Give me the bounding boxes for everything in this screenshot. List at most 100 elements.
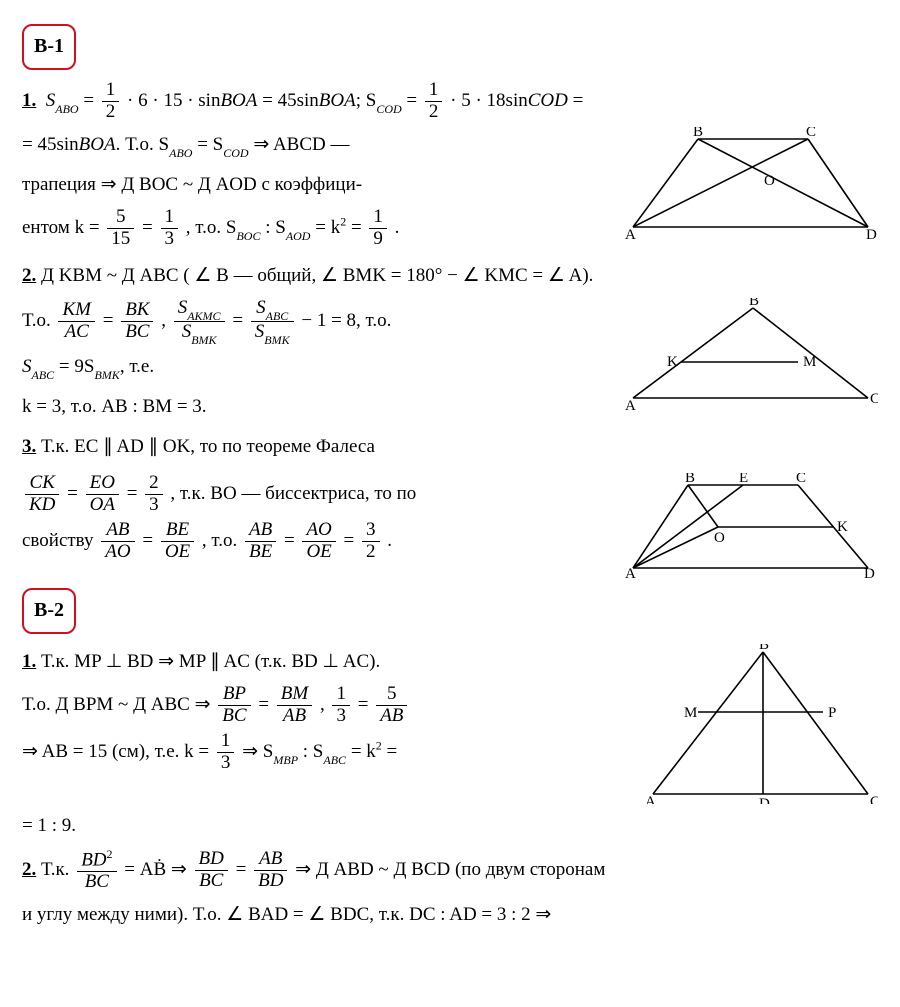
t: ABC	[32, 368, 55, 382]
svg-text:E: E	[739, 473, 748, 486]
frac: 13	[332, 684, 350, 727]
t: BM	[277, 684, 312, 706]
svg-text:C: C	[806, 127, 816, 140]
t: S	[178, 297, 188, 318]
t: =	[358, 694, 373, 715]
t: ⇒ Д ABD ~ Д BCD (по двум сторонам	[295, 859, 605, 880]
t: AC	[58, 322, 95, 343]
frac: BD2BC	[77, 848, 116, 893]
frac: ABBD	[254, 849, 287, 892]
t: = 45sin	[22, 134, 79, 155]
item-2: 2.	[22, 265, 36, 286]
v1-block1-text: = 45sinBOA. Т.о. SABO = SCOD ⇒ ABCD — тр…	[22, 127, 603, 254]
t: = AḂ ⇒	[124, 859, 191, 880]
frac: KMAC	[58, 300, 95, 343]
t: ABC	[323, 753, 346, 767]
t: BK	[121, 300, 153, 322]
frac: ABBE	[245, 520, 276, 563]
t: =	[258, 694, 273, 715]
t: BD2	[77, 848, 116, 872]
svg-text:C: C	[870, 794, 878, 804]
t: и углу между ними). Т.о. ∠ BAD = ∠ BDC, …	[22, 897, 878, 933]
item-3: 3.	[22, 436, 36, 457]
t: EO	[86, 473, 119, 495]
t: = S	[192, 134, 223, 155]
t: S	[22, 356, 32, 377]
svg-text:A: A	[625, 227, 636, 242]
t: BOC	[236, 229, 260, 243]
t: = k	[346, 741, 376, 762]
t: свойству ABAO = BEOE , т.о. ABBE = AOOE …	[22, 520, 603, 563]
t: 9	[369, 229, 387, 250]
t: AB	[254, 849, 287, 871]
frac: CKKD	[25, 473, 59, 516]
t: .	[387, 530, 392, 551]
t: AO	[101, 542, 134, 563]
svg-text:C: C	[796, 473, 806, 486]
t: OE	[302, 542, 335, 563]
v1-line5: 2. Д KBM ~ Д ABC ( ∠ B — общий, ∠ BMK = …	[22, 258, 878, 294]
t: SABC	[251, 298, 294, 322]
t: 1. Т.к. MP ⊥ BD ⇒ MP ∥ AC (т.к. BD ⊥ AC)…	[22, 644, 623, 680]
t: Т.к. MP ⊥ BD ⇒ MP ∥ AC (т.к. BD ⊥ AC).	[36, 651, 380, 672]
t: S	[46, 90, 56, 111]
t: 3	[161, 229, 179, 250]
t: ⇒ AB = 15 (см), т.е. k = 13 ⇒ SMBP : SAB…	[22, 731, 623, 774]
t: ,	[320, 694, 330, 715]
t: 3	[217, 753, 235, 774]
t: 2	[102, 102, 120, 123]
t: KD	[25, 495, 59, 516]
t: ентом k = 515 = 13 , т.о. SBOC : SAOD = …	[22, 207, 603, 250]
t: =	[382, 741, 397, 762]
t: 1	[425, 80, 443, 102]
t: трапеция ⇒ Д BOC ~ Д AOD с коэффици-	[22, 167, 603, 203]
v1-block3: CKKD = EOOA = 23 , т.к. BO — биссектриса…	[22, 473, 878, 578]
t: ентом k =	[22, 217, 104, 238]
t: Т.о.	[22, 310, 55, 331]
svg-text:M: M	[684, 705, 697, 721]
t: BOA	[220, 90, 257, 111]
t: AB	[101, 520, 134, 542]
t: 2	[107, 847, 113, 861]
svg-text:B: B	[759, 644, 769, 653]
t: Т.к.	[36, 859, 74, 880]
v2-block1: 1. Т.к. MP ⊥ BD ⇒ MP ∥ AC (т.к. BD ⊥ AC)…	[22, 644, 878, 804]
t: AB	[376, 706, 407, 727]
t: Д KBM ~ Д ABC ( ∠ B — общий, ∠ BMK = 180…	[36, 265, 593, 286]
t: = k	[310, 217, 340, 238]
svg-text:K: K	[667, 354, 678, 370]
t: 3	[145, 495, 163, 516]
v1-fig3: ABECDOK	[623, 473, 878, 578]
v1-fig1: ABCDO	[623, 127, 878, 242]
t: BMK	[94, 368, 119, 382]
svg-text:C: C	[870, 391, 878, 407]
t: − 1 = 8, т.о.	[301, 310, 391, 331]
t: BP	[218, 684, 250, 706]
v1-fig2: ABCKM	[623, 298, 878, 413]
frac: 12	[102, 80, 120, 123]
item-1: 1.	[22, 90, 36, 111]
frac: 12	[425, 80, 443, 123]
t: =	[127, 483, 142, 504]
t: BE	[161, 520, 194, 542]
frac: EOOA	[86, 473, 119, 516]
t: =	[79, 90, 99, 111]
t: 5	[376, 684, 407, 706]
v1-block2: Т.о. KMAC = BKBC , SAKMCSBMK = SABCSBMK …	[22, 298, 878, 469]
t: BC	[77, 872, 116, 893]
svg-text:P: P	[828, 705, 836, 721]
svg-text:A: A	[645, 794, 656, 804]
t: =	[67, 483, 82, 504]
svg-text:O: O	[764, 173, 775, 189]
t: AO	[302, 520, 335, 542]
svg-text:B: B	[749, 298, 759, 309]
t: 15	[107, 229, 134, 250]
frac: BEOE	[161, 520, 194, 563]
t: , т.о. S	[186, 217, 237, 238]
t: BMK	[191, 333, 216, 347]
item-2: 2.	[22, 859, 36, 880]
t: OA	[86, 495, 119, 516]
t: BMK	[264, 333, 289, 347]
t: BOA	[79, 134, 116, 155]
frac: 13	[217, 731, 235, 774]
